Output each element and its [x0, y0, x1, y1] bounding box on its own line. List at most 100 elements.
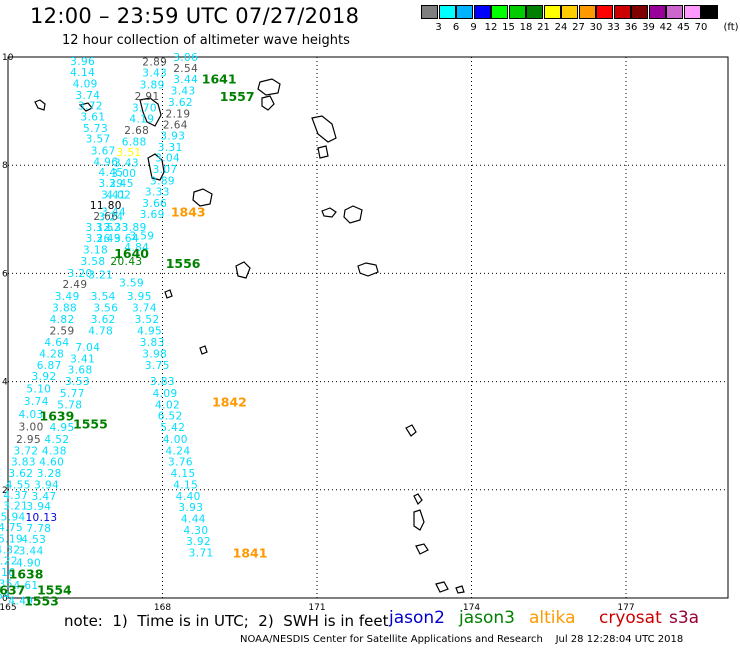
pass-time-label: 1640 [114, 246, 149, 261]
wave-height-value: 3.59 [119, 278, 144, 290]
island [311, 115, 337, 143]
legend-label: 33 [607, 22, 620, 33]
wave-height-value: 3.66 [142, 198, 167, 210]
wave-height-value: 3.75 [145, 360, 170, 372]
island [199, 345, 208, 355]
wave-height-value: 4.78 [88, 326, 113, 338]
wave-height-value: 4.95 [50, 422, 75, 434]
legend-label: 12 [484, 22, 498, 33]
wave-height-value: 4.30 [183, 525, 208, 537]
footer-credit: NOAA/NESDIS Center for Satellite Applica… [240, 634, 684, 645]
island [455, 585, 465, 594]
wave-height-value: 3.89 [122, 222, 147, 234]
wave-height-value: 4.44 [181, 513, 206, 525]
wave-height-value: 4.84 [124, 242, 149, 254]
wave-height-value: 4.96 [93, 156, 118, 168]
pass-time-label: 1557 [220, 89, 255, 104]
wave-height-value: 3.64 [114, 233, 139, 245]
wave-height-value: 3.57 [86, 134, 111, 146]
island [321, 207, 337, 218]
legend-label: 9 [470, 22, 477, 33]
wave-height-value: 2.59 [50, 326, 75, 338]
legend-label: 30 [589, 22, 603, 33]
wave-height-value: 4.53 [21, 534, 46, 546]
wave-height-value: 3.52 [135, 314, 160, 326]
pass-time-label: 1639 [40, 409, 75, 424]
legend-label: 42 [659, 22, 673, 33]
legend-label: 18 [519, 22, 533, 33]
wave-height-value: 20.43 [110, 256, 142, 268]
legend-swatch [526, 5, 543, 19]
wave-height-value: 4.38 [42, 445, 67, 457]
wave-height-value: 3.92 [186, 536, 211, 548]
wave-height-value: 3.44 [101, 207, 126, 219]
wave-height-value: 3.64 [0, 590, 10, 602]
wave-height-value: 2.49 [62, 279, 87, 291]
wave-height-value: 3.59 [129, 231, 154, 243]
wave-height-value: 5.73 [83, 123, 108, 135]
map-title: 12:00 – 23:59 UTC 07/27/2018 [30, 4, 360, 28]
wave-height-value: 4.45 [99, 167, 124, 179]
wave-height-value: 3.21 [3, 500, 28, 512]
satellite-jason2: jason2 [389, 608, 445, 628]
island [257, 78, 281, 96]
wave-height-value: 3.51 [117, 147, 142, 159]
latitude-tick-label: 8 [2, 161, 8, 171]
wave-height-value: 4.52 [44, 434, 69, 446]
wave-height-value: 3.24 [99, 212, 124, 224]
wave-height-value: 3.83 [150, 376, 175, 388]
legend-label: 45 [677, 22, 690, 33]
latitude-tick-label: 2 [2, 486, 8, 496]
wave-height-value: 4.40 [176, 491, 201, 503]
wave-height-value: 4.55 [6, 479, 31, 491]
longitude-tick-label: 171 [308, 603, 325, 613]
wave-height-value: 4.16 [0, 567, 15, 579]
island [357, 262, 379, 277]
wave-height-value: 6.52 [158, 411, 183, 423]
island [405, 424, 417, 437]
wave-height-value: 3.72 [14, 445, 39, 457]
wave-height-value: 3.44 [173, 74, 198, 86]
latitude-tick-label: 4 [2, 378, 8, 388]
wave-height-value: 3.47 [32, 491, 57, 503]
satellite-altika: altika [529, 608, 576, 628]
legend-label: 21 [537, 22, 550, 33]
wave-height-value: 3.76 [168, 457, 193, 469]
wave-height-value: 2.66 [93, 211, 118, 223]
island [317, 145, 329, 159]
island [78, 102, 93, 112]
wave-height-value: 5.77 [60, 388, 85, 400]
wave-height-value: 3.00 [19, 422, 44, 434]
legend-swatch [683, 5, 701, 19]
wave-height-value: 2.64 [163, 120, 188, 132]
island [435, 581, 449, 593]
wave-height-value: 3.18 [83, 245, 108, 257]
wave-height-value: 4.75 [0, 522, 23, 534]
legend-swatch [578, 5, 596, 19]
longitude-tick-label: 177 [617, 603, 634, 613]
legend-swatch [508, 5, 526, 19]
wave-height-value: 4.28 [39, 348, 64, 360]
island [164, 289, 173, 299]
wave-height-value: 3.89 [150, 175, 175, 187]
wave-height-value: 4.61 [14, 580, 39, 592]
wave-height-value: 3.53 [65, 376, 90, 388]
wave-height-value: 3.45 [109, 178, 134, 190]
legend-swatch [701, 5, 718, 19]
wave-height-value: 3.74 [24, 396, 49, 408]
pass-time-label: 1638 [9, 567, 44, 582]
island [343, 205, 363, 224]
latitude-tick-label: 10 [2, 53, 14, 63]
wave-height-value: 3.67 [91, 146, 116, 158]
wave-height-value: 3.62 [168, 97, 193, 109]
legend-swatch [596, 5, 613, 19]
legend-swatch [438, 5, 456, 19]
wave-height-value: 3.74 [132, 302, 157, 314]
legend-label: 6 [452, 22, 460, 33]
wave-height-value: 5.94 [1, 511, 26, 523]
wave-height-value: 6.87 [37, 360, 62, 372]
wave-height-value: 4.49 [8, 596, 33, 608]
wave-height-value: 4.03 [19, 409, 44, 421]
wave-height-value: 3.71 [189, 548, 214, 560]
